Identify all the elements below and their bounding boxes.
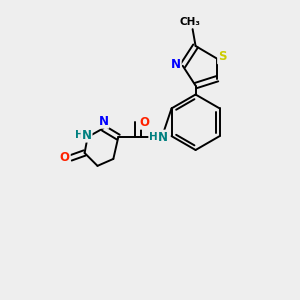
Text: N: N [98, 115, 108, 128]
Text: H: H [75, 130, 84, 140]
Text: N: N [82, 129, 92, 142]
Text: N: N [171, 58, 181, 71]
Text: S: S [218, 50, 226, 63]
Text: O: O [139, 116, 149, 129]
Text: CH₃: CH₃ [179, 17, 200, 27]
Text: H: H [149, 132, 158, 142]
Text: N: N [158, 130, 168, 144]
Text: O: O [60, 152, 70, 164]
